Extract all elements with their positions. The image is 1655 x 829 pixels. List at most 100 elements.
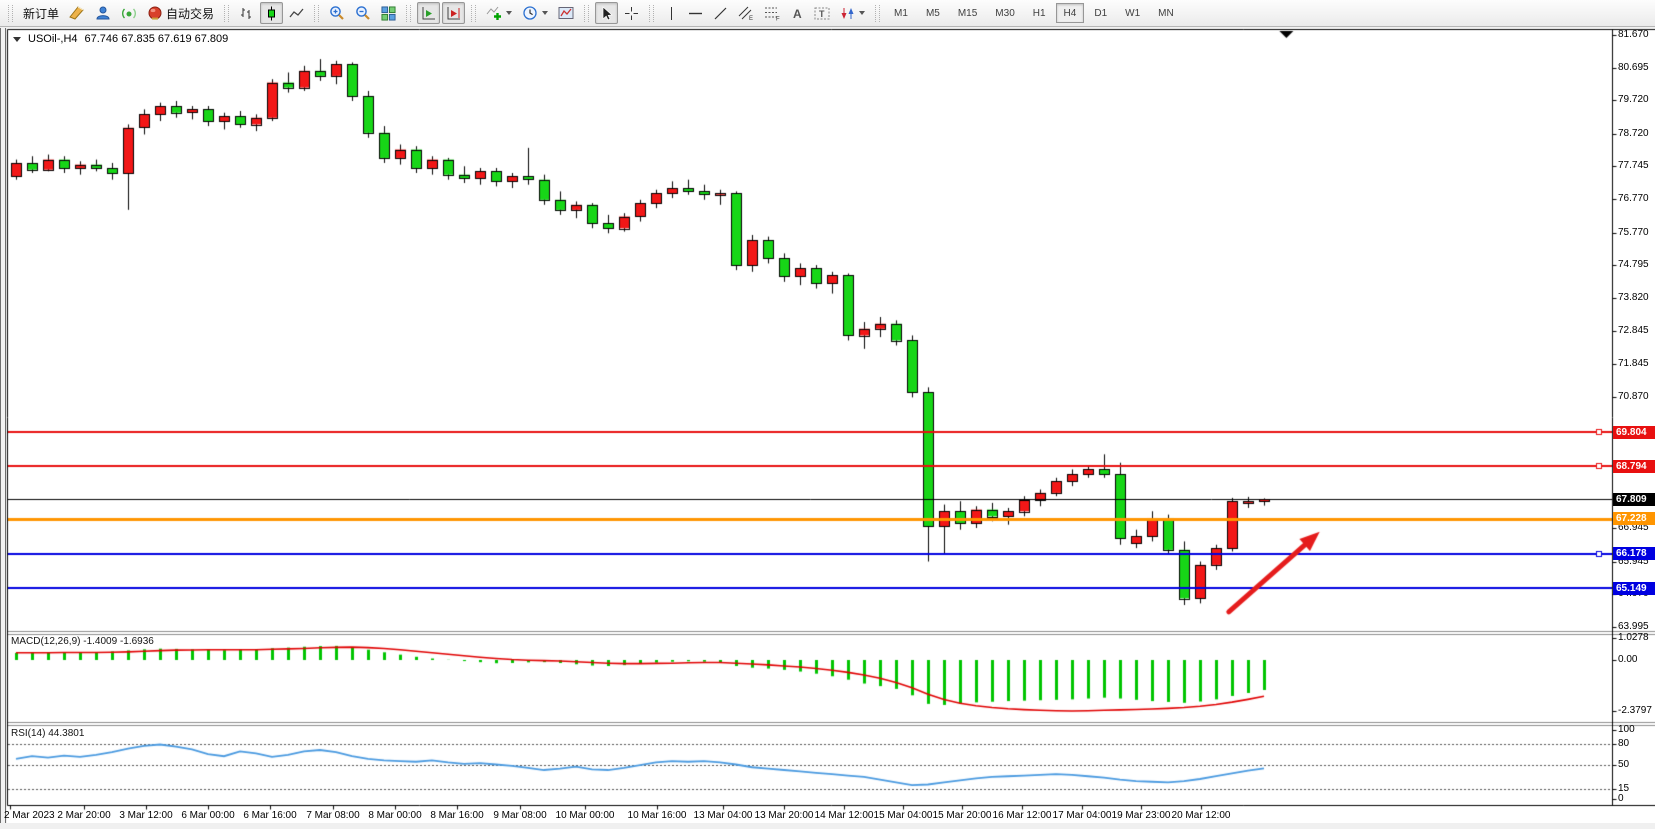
- timeframe-h1[interactable]: H1: [1025, 3, 1054, 23]
- timeframe-m5[interactable]: M5: [918, 3, 948, 23]
- signals-button[interactable]: [117, 2, 141, 24]
- price-line-tag[interactable]: 69.804: [1613, 426, 1655, 439]
- time-axis-label: 6 Mar 00:00: [181, 810, 235, 821]
- chart-title: USOil-,H4 67.746 67.835 67.619 67.809: [13, 33, 228, 45]
- macd-indicator-label: MACD(12,26,9) -1.4009 -1.6936: [11, 636, 154, 647]
- price-axis-label: 65.945: [1618, 555, 1649, 567]
- macd-values: -1.4009 -1.6936: [83, 636, 154, 647]
- toolbar-grip[interactable]: [875, 4, 881, 22]
- time-axis-label: 2 Mar 20:00: [57, 810, 111, 821]
- templates-button[interactable]: [554, 2, 578, 24]
- price-line-tag[interactable]: 68.794: [1613, 460, 1655, 473]
- timeframe-label: M1: [894, 7, 908, 19]
- crosshair-icon: [624, 6, 639, 21]
- time-axis-label: 10 Mar 00:00: [555, 810, 615, 821]
- indicators-button[interactable]: [482, 2, 516, 24]
- crosshair-button[interactable]: [620, 2, 643, 24]
- new-order-button-label: 新订单: [23, 6, 60, 21]
- line-chart-button[interactable]: [285, 2, 308, 24]
- price-axis-label: 75.770: [1618, 226, 1649, 238]
- tile-icon: [381, 5, 396, 21]
- price-line-tag[interactable]: 66.178: [1613, 547, 1655, 560]
- bar-chart-button[interactable]: [235, 2, 258, 24]
- cursor-button[interactable]: [595, 2, 619, 24]
- chart-shift-button[interactable]: [442, 2, 466, 24]
- time-axis-label: 13 Mar 20:00: [754, 810, 814, 821]
- timeframe-m15[interactable]: M15: [950, 3, 985, 23]
- trend-icon: [713, 6, 728, 21]
- rsi-axis-label: 15: [1618, 782, 1630, 794]
- clock-icon: [522, 5, 538, 21]
- timeframe-d1[interactable]: D1: [1086, 3, 1115, 23]
- price-axis-label: 80.695: [1618, 61, 1649, 73]
- vertical-line-button[interactable]: [660, 2, 682, 24]
- time-axis-label: 2 Mar 2023: [4, 810, 55, 821]
- dropdown-caret-icon[interactable]: [542, 11, 549, 15]
- toolbar-grip[interactable]: [584, 4, 590, 22]
- autotrade-button[interactable]: 自动交易: [143, 2, 218, 24]
- tile-windows-button[interactable]: [377, 2, 400, 24]
- svg-text:A: A: [793, 7, 802, 21]
- toolbar-grip[interactable]: [649, 4, 655, 22]
- time-axis-label: 13 Mar 04:00: [693, 810, 753, 821]
- price-line-tag[interactable]: 65.149: [1613, 582, 1655, 595]
- timeframe-m1[interactable]: M1: [886, 3, 916, 23]
- time-axis-label: 15 Mar 04:00: [873, 810, 933, 821]
- text-button[interactable]: A: [786, 2, 808, 24]
- zoom-in-icon: [329, 5, 345, 21]
- community-button[interactable]: [91, 2, 115, 24]
- time-axis-label: 19 Mar 23:00: [1111, 810, 1171, 821]
- toolbar-grip[interactable]: [8, 4, 13, 22]
- toolbar-grip[interactable]: [406, 4, 412, 22]
- time-axis-label: 15 Mar 20:00: [932, 810, 992, 821]
- price-axis-label: 70.870: [1618, 390, 1649, 402]
- timeframe-mn[interactable]: MN: [1150, 3, 1182, 23]
- fibonacci-button[interactable]: F: [760, 2, 784, 24]
- collapse-toggle-icon[interactable]: [13, 36, 21, 42]
- macd-name: MACD(12,26,9): [11, 636, 81, 647]
- time-axis-label: 3 Mar 12:00: [119, 810, 173, 821]
- channel-button[interactable]: E: [734, 2, 758, 24]
- macd-axis-label: 1.0278: [1618, 632, 1649, 643]
- horizontal-line-button[interactable]: [684, 2, 707, 24]
- dropdown-caret-icon[interactable]: [859, 11, 866, 15]
- price-axis-label: 77.745: [1618, 160, 1649, 172]
- toolbar-grip[interactable]: [471, 4, 477, 22]
- hline-icon: [688, 7, 703, 20]
- toolbar-grip[interactable]: [224, 4, 230, 22]
- styler-button[interactable]: [65, 2, 89, 24]
- toolbar-grip[interactable]: [314, 4, 320, 22]
- vline-icon: [665, 6, 678, 21]
- periods-button[interactable]: [518, 2, 552, 24]
- rsi-axis-label: 100: [1618, 724, 1635, 735]
- time-axis-label: 6 Mar 16:00: [243, 810, 297, 821]
- text-a-icon: A: [790, 6, 804, 21]
- dropdown-caret-icon[interactable]: [506, 11, 513, 15]
- timeframe-label: D1: [1094, 7, 1108, 19]
- channel-icon: E: [738, 5, 754, 21]
- time-axis-label: 9 Mar 08:00: [493, 810, 547, 821]
- rsi-indicator-label: RSI(14) 44.3801: [11, 728, 84, 739]
- auto-scroll-button[interactable]: [417, 2, 441, 24]
- autotrade-button-label: 自动交易: [166, 6, 215, 21]
- timeframe-w1[interactable]: W1: [1117, 3, 1148, 23]
- price-axis-label: 78.720: [1618, 127, 1649, 139]
- price-line-tag[interactable]: 67.228: [1613, 512, 1655, 525]
- zoom-out-button[interactable]: [351, 2, 375, 24]
- new-order-button[interactable]: 新订单: [19, 2, 63, 24]
- trendline-button[interactable]: [709, 2, 732, 24]
- arrows-button[interactable]: [836, 2, 869, 24]
- price-axis-label: 63.995: [1618, 621, 1649, 632]
- label-button[interactable]: T: [810, 2, 834, 24]
- rsi-value: 44.3801: [48, 728, 85, 739]
- price-axis-label: 76.770: [1618, 193, 1649, 205]
- timeframe-h4[interactable]: H4: [1055, 3, 1085, 23]
- rsi-axis-label: 0: [1618, 793, 1624, 804]
- label-t-icon: T: [814, 6, 830, 21]
- timeframe-m30[interactable]: M30: [987, 3, 1022, 23]
- chart-ohlc-values: 67.746 67.835 67.619 67.809: [84, 33, 229, 45]
- time-axis-label: 20 Mar 12:00: [1171, 810, 1231, 821]
- zoom-in-button[interactable]: [325, 2, 349, 24]
- candlestick-chart-button[interactable]: [260, 2, 284, 24]
